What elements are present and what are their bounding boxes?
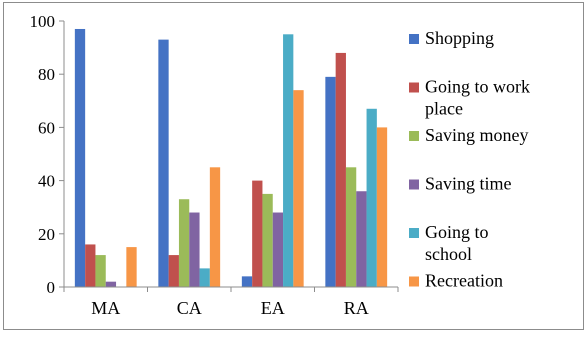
bar	[283, 34, 294, 287]
x-tick-label: EA	[261, 298, 285, 318]
legend-swatch	[409, 131, 419, 141]
bar	[262, 193, 273, 287]
y-tick-label: 80	[38, 65, 55, 84]
bar	[189, 212, 200, 287]
legend-label-line: Shopping	[425, 28, 494, 48]
legend-label-line: place	[425, 99, 463, 119]
legend-label: Shopping	[425, 28, 494, 48]
bar-series-group	[74, 28, 388, 288]
legend-swatch	[409, 82, 419, 93]
legend-label: Going to school	[425, 222, 489, 264]
bar	[325, 76, 336, 287]
bar	[74, 28, 86, 287]
legend-swatch	[409, 228, 419, 238]
y-axis-ticks: 0 20 40 60 80 100	[30, 12, 64, 297]
y-tick-label: 20	[38, 225, 55, 244]
bar	[293, 90, 304, 287]
legend-label: Saving money	[425, 125, 529, 145]
bar	[158, 39, 169, 288]
bar	[168, 255, 179, 287]
bar	[85, 244, 96, 287]
y-tick-label: 60	[38, 118, 55, 137]
bar	[209, 167, 221, 287]
bar	[335, 52, 346, 287]
y-tick-label: 100	[30, 12, 56, 31]
legend-label: Recreation	[425, 271, 503, 291]
bar	[199, 268, 210, 287]
bar	[252, 180, 263, 287]
legend-label-line: school	[425, 244, 472, 264]
bar	[376, 127, 388, 288]
legend: Shopping Going to work place Saving money Sa…	[409, 28, 530, 291]
legend-label-line: Going to	[425, 222, 489, 242]
x-tick-label: RA	[344, 298, 369, 318]
y-tick-label: 40	[38, 172, 55, 191]
x-axis-ticks: MA CA EA RA	[63, 287, 399, 318]
legend-swatch	[409, 34, 419, 44]
legend-label: Saving time	[425, 174, 512, 194]
bar	[272, 212, 284, 287]
legend-label-line: Saving money	[425, 125, 529, 145]
bar	[366, 108, 377, 287]
bar	[95, 255, 106, 287]
axes	[63, 21, 398, 288]
bar	[105, 281, 117, 287]
y-tick-label: 0	[47, 278, 56, 297]
legend-label: Going to work place	[425, 77, 530, 119]
x-tick-label: MA	[91, 298, 120, 318]
bar	[356, 191, 367, 287]
bar	[345, 167, 357, 287]
legend-swatch	[409, 276, 419, 287]
x-tick-label: CA	[177, 298, 202, 318]
bar	[178, 199, 190, 287]
legend-swatch	[409, 179, 419, 190]
legend-label-line: Saving time	[425, 174, 512, 194]
bar	[241, 276, 253, 287]
bar	[126, 247, 137, 287]
legend-label-line: Recreation	[425, 271, 503, 291]
legend-label-line: Going to work	[425, 77, 530, 97]
